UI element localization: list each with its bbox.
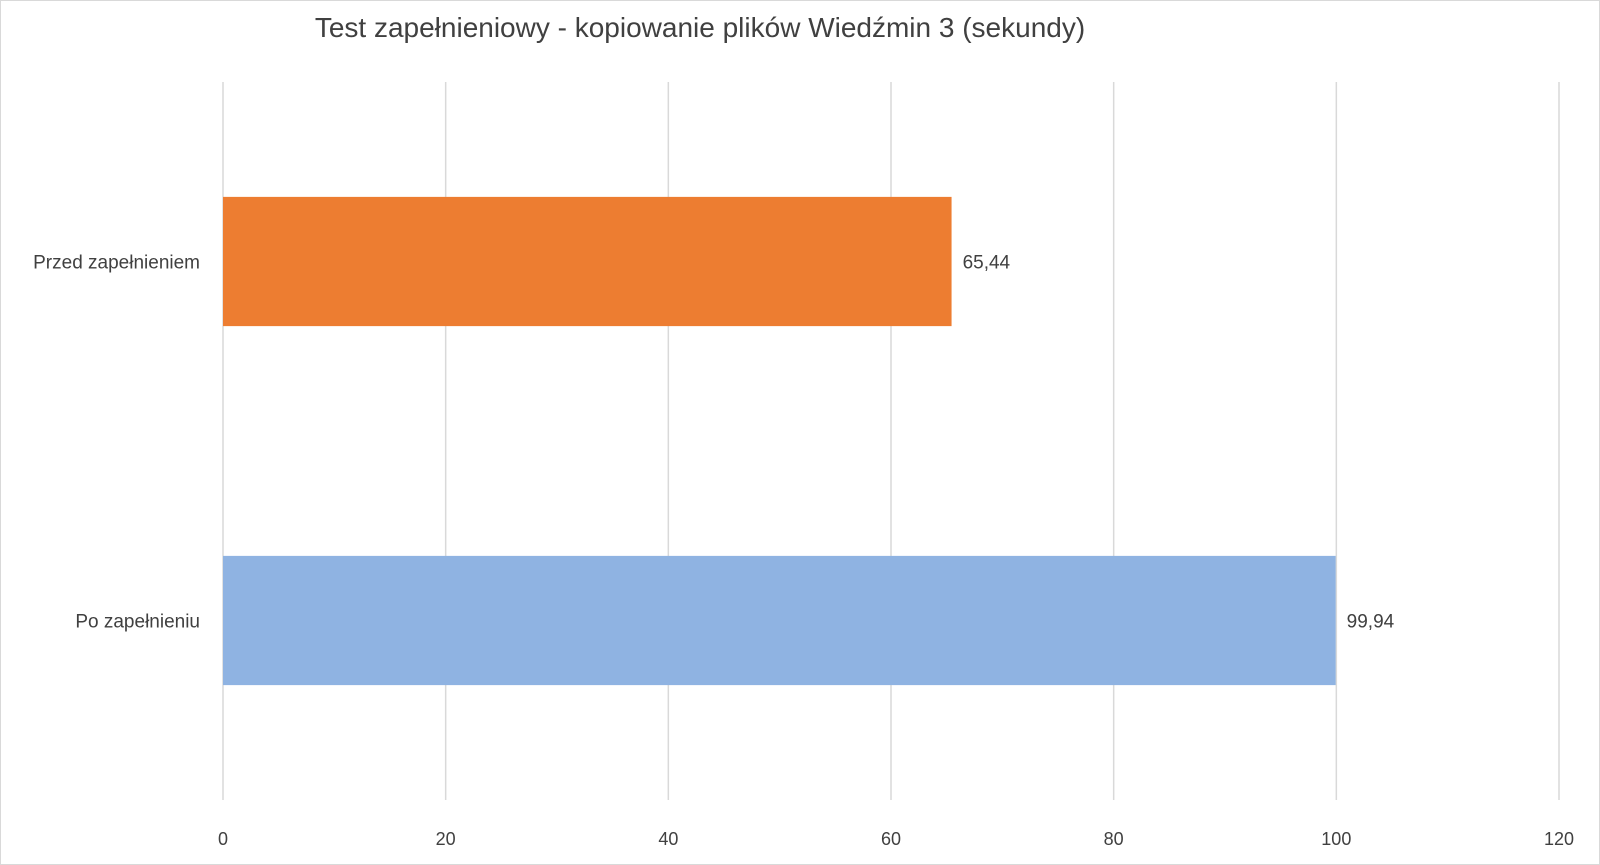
bar [223, 555, 1336, 686]
category-label: Przed zapełnieniem [33, 253, 200, 274]
x-tick-label: 80 [1104, 829, 1124, 849]
category-label: Po zapełnieniu [75, 612, 200, 633]
x-tick-label: 60 [881, 829, 901, 849]
x-tick-label: 20 [436, 829, 456, 849]
x-tick-label: 120 [1544, 829, 1574, 849]
x-tick-label: 100 [1321, 829, 1351, 849]
chart-title: Test zapełnieniowy - kopiowanie plików W… [314, 12, 1086, 43]
x-axis-tick-labels: 0 20 40 60 80 100 120 [218, 829, 1574, 849]
data-label: 65,44 [963, 253, 1011, 274]
y-axis-category-labels: Przed zapełnieniem Po zapełnieniu [33, 253, 200, 633]
x-tick-label: 0 [218, 829, 228, 849]
x-tick-label: 40 [658, 829, 678, 849]
data-label: 99,94 [1347, 612, 1395, 633]
data-labels: 65,44 99,94 [963, 253, 1395, 633]
bars [223, 196, 1336, 686]
gridlines [222, 82, 1560, 800]
bar [223, 196, 952, 327]
